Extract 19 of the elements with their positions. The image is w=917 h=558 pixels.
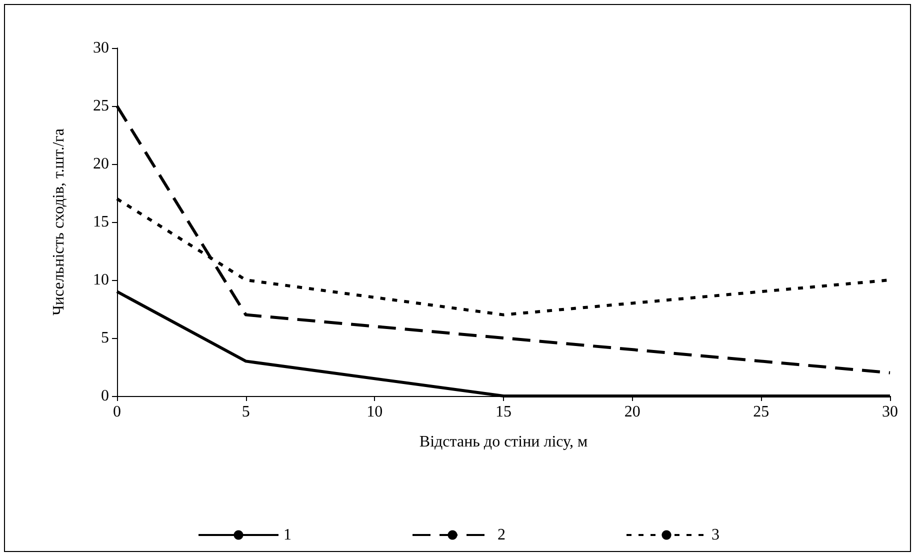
y-tick-label: 25 (93, 98, 109, 114)
y-tick-label: 10 (93, 272, 109, 288)
legend-label: 2 (498, 526, 506, 544)
y-tick-label: 30 (93, 40, 109, 56)
legend-label: 1 (284, 526, 292, 544)
x-tick-label: 0 (113, 404, 121, 420)
y-tick-label: 15 (93, 214, 109, 230)
x-tick-label: 25 (753, 404, 770, 420)
y-tick-label: 5 (101, 330, 109, 346)
y-axis-title: Чисельність сходів, т.шт./га (50, 128, 68, 316)
x-tick-label: 20 (624, 404, 640, 420)
y-tick-label: 20 (93, 156, 109, 172)
x-tick-label: 5 (242, 404, 250, 420)
y-tick-label: 0 (101, 388, 109, 404)
x-tick-label: 15 (496, 404, 512, 420)
x-tick-label: 30 (882, 404, 898, 420)
x-tick-label: 10 (366, 404, 383, 420)
legend-label: 3 (712, 526, 720, 544)
x-axis-title: Відстань до стіни лісу, м (419, 434, 588, 450)
